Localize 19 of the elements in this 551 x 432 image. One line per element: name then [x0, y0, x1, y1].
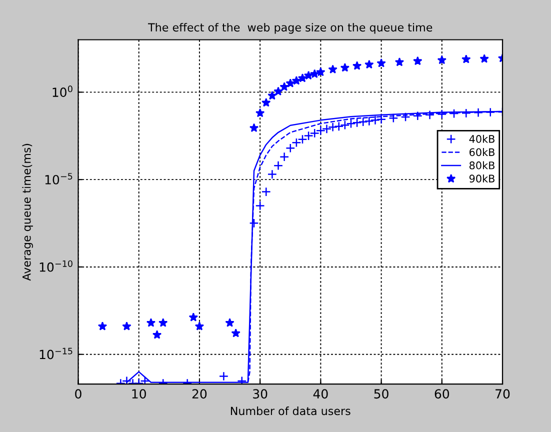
x-tick-label: 0	[75, 389, 82, 399]
y-tick-label: 10$^{0}$	[52, 86, 72, 98]
legend-label: 40kB	[469, 134, 494, 143]
y-tick-label: 10$^{−15}$	[40, 348, 72, 360]
x-tick-label: 40	[313, 389, 328, 399]
x-tick-label: 50	[374, 389, 388, 399]
legend-label: 80kB	[469, 161, 494, 170]
x-tick-label: 70	[496, 389, 510, 399]
legend-label: 90kB	[469, 174, 494, 183]
y-tick-label: 10$^{−10}$	[40, 260, 72, 272]
legend-label: 60kB	[470, 148, 494, 156]
y-axis-title: Average queue time(ms)	[22, 144, 33, 281]
y-tick-label: 10$^{−5}$	[45, 173, 72, 184]
chart-title: The effect of the web page size on the queue time	[148, 22, 432, 34]
x-tick-label: 20	[192, 389, 207, 399]
x-tick-label: 30	[253, 389, 268, 399]
x-tick-label: 60	[434, 389, 450, 399]
x-axis-title: Number of data users	[230, 406, 350, 416]
x-tick-label: 10	[132, 389, 146, 399]
